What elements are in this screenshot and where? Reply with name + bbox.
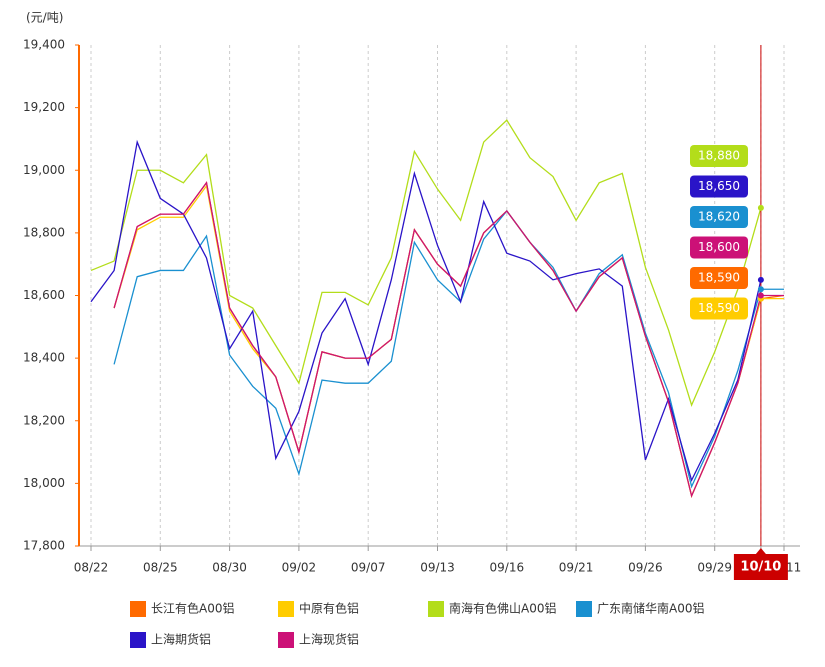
value-label-bg bbox=[690, 175, 748, 198]
series-line bbox=[90, 119, 762, 407]
legend-swatch bbox=[130, 632, 146, 648]
legend-swatch bbox=[130, 601, 146, 617]
legend-swatch bbox=[278, 632, 294, 648]
legend-label: 南海有色佛山A00铝 bbox=[449, 601, 556, 616]
y-tick-label: 19,400 bbox=[23, 38, 65, 52]
value-label: 18,600 bbox=[698, 240, 740, 254]
y-tick-label: 17,800 bbox=[23, 539, 65, 553]
point bbox=[757, 286, 764, 293]
y-tick-label: 18,200 bbox=[23, 413, 65, 427]
x-tick-label: 09/02 bbox=[282, 561, 317, 575]
value-label: 18,650 bbox=[698, 179, 740, 193]
legend-swatch bbox=[278, 601, 294, 617]
x-tick-label: 09/07 bbox=[351, 561, 386, 575]
y-tick-label: 19,200 bbox=[23, 100, 65, 114]
legend-swatch bbox=[576, 601, 592, 617]
y-tick-label: 18,800 bbox=[23, 225, 65, 239]
value-label: 18,620 bbox=[698, 210, 740, 224]
series-line bbox=[113, 209, 784, 489]
x-tick-label: 08/30 bbox=[212, 561, 247, 575]
value-label: 18,590 bbox=[698, 271, 740, 285]
highlight-tag-arrow bbox=[755, 548, 766, 554]
value-label-bg bbox=[690, 145, 748, 167]
highlight-tag: 10/10 bbox=[740, 560, 781, 575]
x-tick-label: 09/16 bbox=[490, 561, 525, 575]
legend-label: 上海现货铝 bbox=[299, 632, 359, 647]
x-tick-label: 09/21 bbox=[559, 561, 594, 575]
point bbox=[757, 204, 764, 211]
value-label-bg bbox=[690, 236, 748, 259]
x-tick-label: 09/13 bbox=[420, 561, 455, 575]
y-tick-label: 19,000 bbox=[23, 163, 65, 177]
x-tick-label: 08/22 bbox=[74, 561, 109, 575]
legend-swatch bbox=[428, 601, 444, 617]
y-tick-label: 18,000 bbox=[23, 476, 65, 490]
legend-label: 广东南储华南A00铝 bbox=[597, 601, 704, 616]
series-line bbox=[113, 181, 784, 498]
value-label: 18,880 bbox=[698, 149, 740, 163]
legend-label: 中原有色铝 bbox=[299, 601, 359, 616]
x-tick-label: 08/25 bbox=[143, 561, 178, 575]
y-tick-label: 18,600 bbox=[23, 288, 65, 302]
point bbox=[757, 276, 764, 283]
x-tick-label: 09/29 bbox=[697, 561, 732, 575]
value-label-bg bbox=[690, 206, 748, 228]
legend-label: 长江有色A00铝 bbox=[151, 601, 234, 616]
legend-label: 上海期货铝 bbox=[151, 632, 211, 647]
value-label: 18,590 bbox=[698, 301, 740, 315]
y-tick-label: 18,400 bbox=[23, 351, 65, 365]
highlight-tag-bg bbox=[733, 554, 788, 580]
value-label-bg bbox=[690, 267, 748, 289]
point bbox=[757, 292, 764, 299]
y-axis-unit: (元/吨) bbox=[26, 11, 63, 25]
value-label-bg bbox=[690, 297, 748, 320]
series-line bbox=[90, 139, 762, 483]
x-tick-label: 09/26 bbox=[628, 561, 663, 575]
